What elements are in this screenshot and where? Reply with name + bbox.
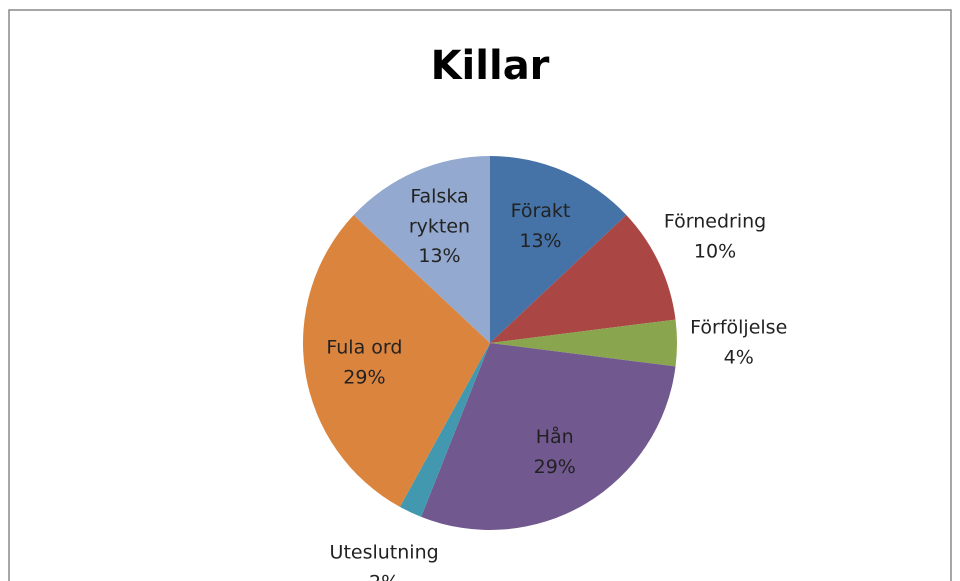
slice-label: Förakt <box>511 200 571 222</box>
slice-value-label: 13% <box>418 245 460 267</box>
slice-value-label: 4% <box>724 347 754 369</box>
slice-label: Hån <box>536 425 574 448</box>
slice-label: Fula ord <box>326 336 402 358</box>
slice-label: Förnedring <box>664 211 766 233</box>
pie-slice <box>399 343 490 517</box>
slice-value-label: 10% <box>694 241 736 263</box>
slice-label: Uteslutning <box>330 542 439 564</box>
slice-value-label: 2% <box>369 572 399 581</box>
pie-slice <box>303 214 490 507</box>
chart-title: Killar <box>431 43 550 89</box>
slice-value-label: 29% <box>534 456 576 478</box>
slice-value-label: 29% <box>343 366 385 388</box>
pie-slice <box>490 319 677 367</box>
slice-value-label: 13% <box>519 230 561 252</box>
pie-slice <box>353 156 490 343</box>
slice-label: Förföljelse <box>690 317 787 339</box>
pie-slice <box>490 156 627 343</box>
pie-slice <box>421 343 676 530</box>
pie-slice <box>490 214 676 343</box>
slice-label: Falska rykten <box>409 185 470 237</box>
